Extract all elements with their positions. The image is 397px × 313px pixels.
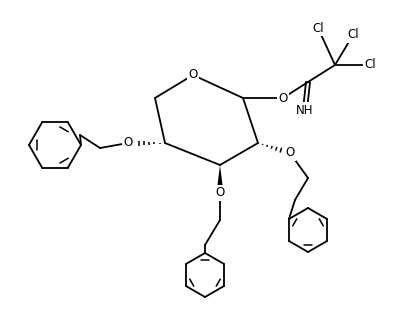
Text: Cl: Cl [364,59,376,71]
Text: O: O [188,69,198,81]
Text: O: O [285,146,295,160]
Text: O: O [278,91,287,105]
Text: O: O [123,136,133,150]
Text: NH: NH [296,104,314,116]
Text: Cl: Cl [347,28,359,42]
Polygon shape [216,165,224,193]
Text: O: O [216,187,225,199]
Text: Cl: Cl [312,22,324,34]
